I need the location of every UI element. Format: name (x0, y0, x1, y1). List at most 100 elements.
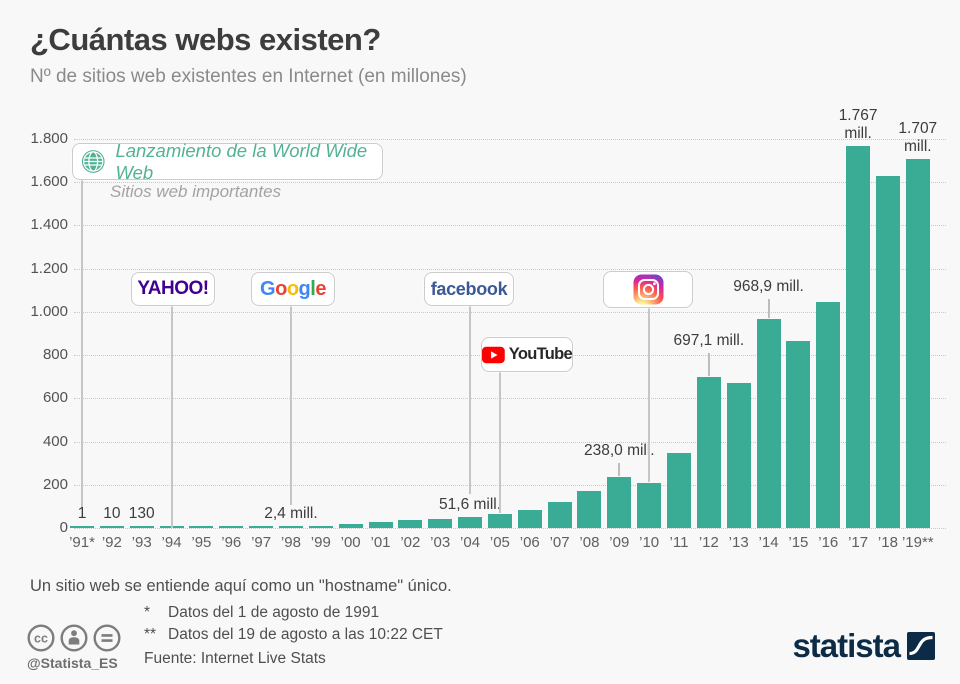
x-axis-label: ’92 (101, 534, 122, 551)
source-line: Fuente: Internet Live Stats (144, 650, 326, 667)
youtube-play-icon (482, 346, 505, 363)
x-axis-label: ’14 (758, 534, 779, 551)
x-axis-label: ’09 (609, 534, 630, 551)
value-label-2014: 968,9 mill. (733, 277, 804, 295)
x-axis-label: ’00 (340, 534, 361, 551)
globe-icon (81, 150, 105, 173)
bar-2007 (547, 501, 572, 528)
value-label-2004: 51,6 mill. (439, 495, 502, 513)
gridline-1.800 (74, 139, 946, 140)
bar-2018 (875, 175, 900, 528)
yahoo-logo-badge: YAHOO! (131, 272, 215, 306)
x-axis-label: ’16 (818, 534, 839, 551)
bar-2013 (726, 382, 751, 528)
youtube-logo-badge: YouTube (481, 337, 573, 372)
header: ¿Cuántas webs existen? Nº de sitios web … (30, 22, 467, 88)
footnote-1: * Datos del 1 de agosto de 1991 (144, 604, 380, 621)
x-axis-label: ’98 (280, 534, 301, 551)
milestone-line-google (289, 306, 292, 505)
y-axis-label: 200 (42, 475, 68, 493)
bar-1998 (278, 526, 303, 528)
y-axis-label: 800 (42, 346, 68, 364)
milestone-line-instagram (648, 306, 651, 483)
x-axis-label: ’17 (848, 534, 869, 551)
gridline-200 (74, 484, 946, 486)
yahoo-logo: YAHOO! (137, 278, 209, 299)
bar-2019 (905, 159, 930, 528)
logos-caption: Sitios web importantes (110, 182, 282, 201)
x-axis-label: ’15 (788, 534, 809, 551)
value-label-1992: 10 (103, 505, 121, 522)
y-axis-label: 1.000 (30, 302, 68, 320)
x-axis-label: ’94 (161, 534, 182, 551)
x-axis-label: ’04 (460, 534, 481, 551)
x-axis-label: ’07 (549, 534, 570, 551)
bar-2008 (577, 490, 602, 528)
y-axis-label: 1.600 (30, 173, 68, 191)
facebook-logo: facebook (430, 278, 508, 299)
statista-logo-icon (907, 632, 935, 660)
bar-2015 (786, 341, 811, 528)
bar-2000 (338, 524, 363, 528)
value-label-1991: 1 (77, 505, 87, 522)
bar-2014 (756, 318, 781, 528)
x-axis-label: ’96 (221, 534, 242, 551)
gridline-0 (74, 528, 946, 529)
bar-2009 (607, 476, 632, 528)
x-axis-label: ’97 (251, 534, 272, 551)
gridline-1.600 (74, 182, 946, 184)
gridline-400 (74, 441, 946, 443)
bar-2010 (637, 483, 662, 528)
x-axis-label: ’18 (877, 534, 898, 551)
facebook-logo-badge: facebook (424, 272, 514, 306)
bar-1992 (99, 526, 124, 528)
www-launch-label: Lanzamiento de la World Wide Web (115, 139, 368, 183)
statista-logo: statista (792, 629, 935, 662)
bar-1999 (308, 526, 333, 528)
x-axis-label: ’13 (728, 534, 749, 551)
google-logo-badge: Google (251, 272, 335, 306)
x-axis-label: ’02 (400, 534, 421, 551)
google-logo: Google (260, 277, 326, 300)
bar-2017 (846, 146, 871, 528)
x-axis-label: ’11 (669, 534, 689, 551)
bar-2016 (816, 302, 841, 528)
youtube-logo: YouTube (508, 345, 573, 363)
instagram-logo-badge (603, 271, 693, 308)
page-subtitle: Nº de sitios web existentes en Internet … (30, 66, 467, 87)
x-axis-label: ’99 (310, 534, 331, 551)
page-title: ¿Cuántas webs existen? (30, 22, 381, 57)
bar-2002 (398, 519, 423, 528)
milestone-line-youtube (498, 372, 501, 513)
value-callout-line (707, 353, 710, 377)
value-label-2009: 238,0 mill. (583, 441, 655, 459)
value-label-1998: 2,4 mill. (264, 505, 318, 522)
x-axis-label: ’95 (191, 534, 212, 551)
cc-icon: cc (27, 624, 55, 652)
gridline-1.400 (74, 225, 946, 227)
gridline-1.200 (74, 268, 946, 270)
x-axis-label: ’06 (519, 534, 540, 551)
x-axis-label: ’19** (901, 534, 934, 551)
x-axis-label: ’12 (698, 534, 719, 551)
bar-2012 (696, 377, 721, 528)
gridline-1.000 (74, 311, 946, 313)
svg-text:cc: cc (34, 632, 48, 646)
gridline-600 (74, 398, 946, 400)
x-axis-label: ’91* (69, 534, 95, 551)
bar-1997 (249, 526, 274, 528)
milestone-line-www (81, 180, 83, 507)
x-axis-label: ’10 (639, 534, 660, 551)
value-label-1993: 130 (128, 505, 155, 522)
bar-1991 (70, 526, 94, 528)
x-axis-label: ’03 (430, 534, 451, 551)
value-label-2019: 1.707 mill. (898, 120, 938, 156)
y-axis-label: 1.200 (30, 259, 68, 277)
milestone-line-yahoo (170, 306, 173, 528)
cc-license-icons: cc (27, 624, 121, 652)
y-axis-label: 1.400 (30, 216, 68, 234)
footer-note: Un sitio web se entiende aquí como un "h… (30, 577, 452, 595)
bar-1995 (189, 526, 214, 528)
